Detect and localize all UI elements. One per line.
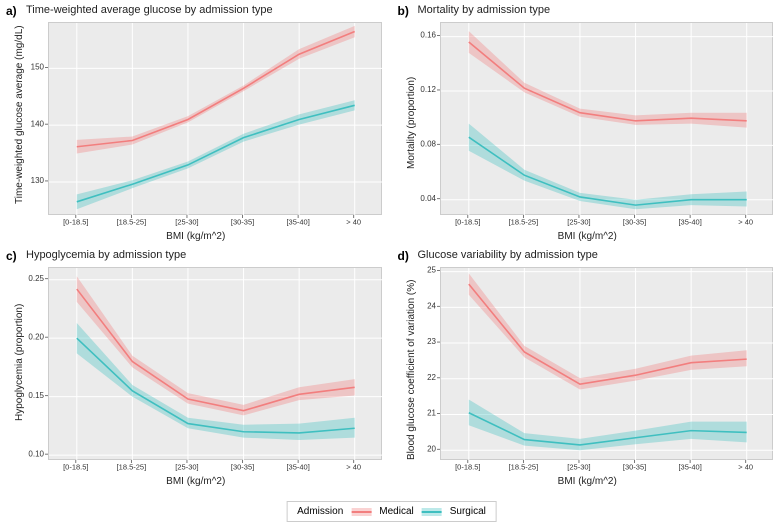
panel-a: a) Time-weighted average glucose by admi… — [0, 0, 392, 245]
svg-text:> 40: > 40 — [346, 463, 361, 472]
panel-b-svg — [441, 23, 775, 216]
panel-b-title: Mortality by admission type — [418, 4, 551, 16]
svg-text:[0-18.5]: [0-18.5] — [455, 463, 480, 472]
panel-a-label: a) — [6, 4, 17, 18]
panel-d-title: Glucose variability by admission type — [418, 249, 598, 261]
svg-text:22: 22 — [427, 373, 436, 382]
svg-text:[0-18.5]: [0-18.5] — [455, 218, 480, 227]
legend-swatch-surgical — [422, 508, 442, 516]
panel-c-svg — [49, 268, 383, 461]
panel-a-ylabel: Time-weighted glucose average (mg/dL) — [14, 25, 25, 204]
svg-text:> 40: > 40 — [738, 218, 753, 227]
svg-text:0.25: 0.25 — [28, 274, 44, 283]
panel-d-ylabel: Blood glucose coefficient of variation (… — [406, 280, 417, 460]
svg-text:[35-40]: [35-40] — [286, 463, 309, 472]
panel-c-ylabel: Hypoglycemia (proportion) — [14, 304, 25, 421]
svg-text:[35-40]: [35-40] — [286, 218, 309, 227]
panel-d-xlabel: BMI (kg/m^2) — [392, 476, 783, 487]
panel-d: d) Glucose variability by admission type… — [392, 245, 783, 490]
svg-text:[30-35]: [30-35] — [622, 218, 645, 227]
panel-d-plot — [440, 267, 774, 460]
panel-a-xlabel: BMI (kg/m^2) — [0, 231, 392, 242]
svg-text:0.10: 0.10 — [28, 449, 44, 458]
svg-text:0.12: 0.12 — [420, 85, 436, 94]
panel-d-svg — [441, 268, 775, 461]
svg-text:20: 20 — [427, 444, 436, 453]
panel-c: c) Hypoglycemia by admission type 0.10 0.… — [0, 245, 392, 490]
panel-b-label: b) — [398, 4, 409, 18]
svg-text:140: 140 — [31, 119, 45, 128]
panel-b-ylabel: Mortality (proportion) — [406, 77, 417, 169]
svg-text:0.15: 0.15 — [28, 391, 44, 400]
svg-text:0.08: 0.08 — [420, 139, 436, 148]
figure-root: a) Time-weighted average glucose by admi… — [0, 0, 783, 524]
svg-text:[25-30]: [25-30] — [175, 463, 198, 472]
panel-a-title: Time-weighted average glucose by admissi… — [26, 4, 273, 16]
panel-c-xlabel: BMI (kg/m^2) — [0, 476, 392, 487]
svg-text:[30-35]: [30-35] — [231, 218, 254, 227]
panel-c-plot — [48, 267, 382, 460]
panel-a-svg — [49, 23, 383, 216]
svg-text:0.16: 0.16 — [420, 31, 436, 40]
svg-text:[0-18.5]: [0-18.5] — [63, 463, 88, 472]
panels-grid: a) Time-weighted average glucose by admi… — [0, 0, 783, 490]
svg-text:23: 23 — [427, 337, 436, 346]
svg-text:[25-30]: [25-30] — [567, 218, 590, 227]
svg-text:> 40: > 40 — [738, 463, 753, 472]
svg-text:[25-30]: [25-30] — [175, 218, 198, 227]
legend-label-medical: Medical — [379, 506, 413, 517]
svg-text:130: 130 — [31, 176, 45, 185]
svg-text:[18.5-25]: [18.5-25] — [117, 463, 147, 472]
panel-c-label: c) — [6, 249, 17, 263]
panel-b-plot — [440, 22, 774, 215]
legend-swatch-medical — [351, 508, 371, 516]
svg-text:0.04: 0.04 — [420, 194, 436, 203]
panel-d-label: d) — [398, 249, 409, 263]
svg-text:150: 150 — [31, 63, 45, 72]
svg-text:[35-40]: [35-40] — [678, 463, 701, 472]
svg-text:[35-40]: [35-40] — [678, 218, 701, 227]
svg-text:[30-35]: [30-35] — [622, 463, 645, 472]
svg-text:[25-30]: [25-30] — [567, 463, 590, 472]
panel-a-plot — [48, 22, 382, 215]
legend-title: Admission — [297, 506, 343, 517]
svg-text:21: 21 — [427, 409, 436, 418]
svg-text:[0-18.5]: [0-18.5] — [63, 218, 88, 227]
svg-text:[18.5-25]: [18.5-25] — [508, 218, 538, 227]
panel-b: b) Mortality by admission type 0.04 0.08 0… — [392, 0, 783, 245]
panel-b-xlabel: BMI (kg/m^2) — [392, 231, 783, 242]
svg-text:[30-35]: [30-35] — [231, 463, 254, 472]
svg-text:25: 25 — [427, 266, 436, 275]
legend-label-surgical: Surgical — [450, 506, 486, 517]
svg-text:24: 24 — [427, 301, 436, 310]
svg-text:[18.5-25]: [18.5-25] — [508, 463, 538, 472]
svg-text:[18.5-25]: [18.5-25] — [117, 218, 147, 227]
svg-text:0.20: 0.20 — [28, 332, 44, 341]
legend: Admission Medical Surgical — [286, 501, 497, 522]
svg-text:> 40: > 40 — [346, 218, 361, 227]
panel-c-title: Hypoglycemia by admission type — [26, 249, 186, 261]
